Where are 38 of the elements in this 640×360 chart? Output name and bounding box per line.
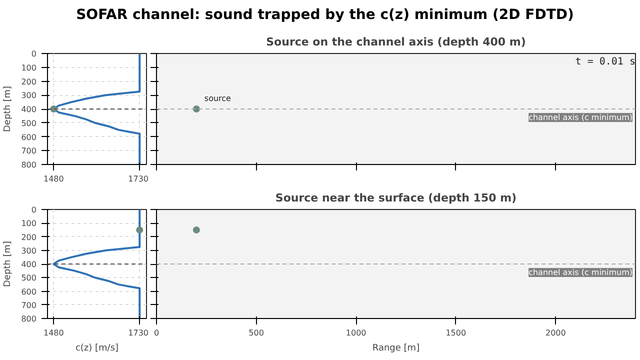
y-tick-label: 300	[21, 246, 37, 256]
y-tick-label: 200	[21, 77, 37, 86]
y-axis-title: Depth [m]	[3, 240, 14, 288]
x-tick-label: 500	[248, 328, 264, 338]
y-tick-label: 400	[21, 260, 37, 269]
y-tick-label: 100	[21, 63, 37, 72]
y-tick-label: 500	[21, 274, 37, 283]
y-tick-label: 0	[31, 50, 37, 58]
y-tick-label: 600	[21, 132, 37, 142]
x-tick-label: 1730	[128, 174, 148, 184]
y-tick-label: 0	[31, 206, 37, 214]
x-axis-title: Range [m]	[372, 344, 420, 354]
y-tick-label: 600	[21, 287, 37, 296]
y-tick-label: 500	[21, 118, 37, 128]
y-tick-label: 200	[21, 232, 37, 242]
ref-line-label: channel axis (c minimum)	[528, 268, 633, 277]
x-tick-label: 1480	[44, 328, 64, 338]
x-tick-label: 1000	[346, 328, 366, 338]
y-tick-label: 800	[21, 160, 37, 170]
annotation: t = 0.01 s	[575, 56, 636, 68]
x-axis-title: c(z) [m/s]	[75, 344, 119, 354]
x-tick-label: 0	[154, 328, 160, 338]
y-tick-label: 700	[21, 146, 37, 156]
x-tick-label: 1730	[128, 328, 148, 338]
y-tick-label: 400	[21, 105, 37, 114]
y-tick-label: 300	[21, 91, 37, 100]
y-tick-label: 100	[21, 219, 37, 228]
chart-title: Source near the surface (depth 150 m)	[275, 192, 517, 204]
x-tick-label: 2000	[545, 328, 566, 338]
text: SOFAR channel: sound trapped by the c(z) minimum (2D FDTD)	[76, 6, 574, 25]
annotation: source	[204, 94, 232, 103]
x-tick-label: 1500	[446, 328, 466, 338]
y-axis-title: Depth [m]	[3, 86, 14, 132]
y-tick-label: 700	[21, 300, 37, 310]
ref-line-label: channel axis (c minimum)	[528, 113, 633, 122]
x-tick-label: 1480	[44, 174, 64, 184]
y-tick-label: 800	[21, 314, 37, 324]
chart-title: Source on the channel axis (depth 400 m)	[266, 36, 526, 48]
